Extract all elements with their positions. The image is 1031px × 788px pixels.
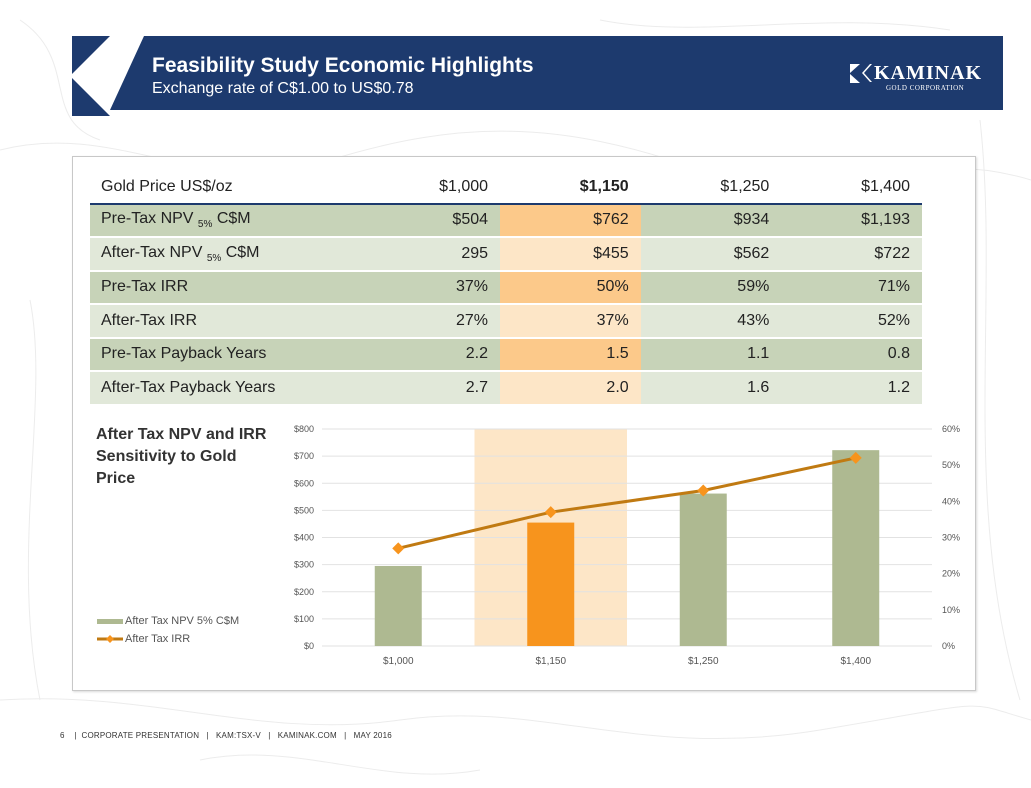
table-cell: 27% (359, 304, 501, 339)
legend-bar-swatch (97, 618, 123, 624)
table-row: Pre-Tax IRR 37% 50% 59% 71% (90, 270, 922, 305)
table-cell: 1.2 (887, 378, 910, 396)
y-left-tick-label: $400 (294, 533, 314, 543)
column-header: $1,400 (781, 171, 922, 205)
table-cell: 52% (781, 304, 922, 339)
y-right-tick-label: 10% (942, 605, 960, 615)
kaminak-chevron-icon (72, 36, 110, 116)
table-cell: $722 (781, 237, 922, 272)
row-label: Pre-Tax IRR (90, 270, 360, 305)
table-cell-highlight: 50% (500, 270, 641, 305)
y-right-tick-label: 20% (942, 569, 960, 579)
column-header-highlight: $1,150 (500, 171, 641, 205)
npv-bar (832, 450, 880, 646)
table-cell-highlight: $762 (500, 203, 641, 238)
y-right-tick-label: 60% (942, 424, 960, 434)
row-label: Pre-Tax NPV 5% C$M (90, 203, 360, 238)
table-cell: 2.7 (465, 378, 489, 396)
table-cell: $562 (640, 237, 782, 272)
legend-item-irr: After Tax IRR (97, 630, 239, 648)
column-header: $1,250 (640, 171, 782, 205)
table-cell: 2.2 (359, 337, 501, 372)
irr-line (397, 456, 857, 550)
y-left-tick-label: $500 (294, 505, 314, 515)
footer: 6 | CORPORATE PRESENTATION | KAM:TSX-V |… (60, 731, 392, 740)
brand-name: KAMINAK (874, 62, 983, 84)
header-notch (110, 36, 144, 110)
table-cell: $1,193 (781, 203, 922, 238)
table-cell: 43% (640, 304, 782, 339)
table-cell: 59% (640, 270, 782, 305)
row-label: After-Tax Payback Years (101, 378, 276, 396)
page-title: Feasibility Study Economic Highlights (152, 54, 534, 77)
npv-bar (374, 565, 422, 646)
legend-label: After Tax IRR (125, 633, 191, 645)
y-right-tick-label: 40% (942, 496, 960, 506)
y-right-tick-label: 0% (942, 641, 955, 651)
y-right-tick-label: 30% (942, 533, 960, 543)
legend-item-npv: After Tax NPV 5% C$M (97, 612, 239, 630)
page-subtitle: Exchange rate of C$1.00 to US$0.78 (152, 80, 414, 97)
table-cell-highlight: 2.0 (500, 371, 641, 404)
irr-marker (392, 542, 405, 555)
y-left-tick-label: $800 (294, 424, 314, 434)
table-cell: 71% (781, 270, 922, 305)
x-tick-label: $1,250 (688, 656, 719, 667)
table-cell: $934 (640, 203, 782, 238)
chart-title: After Tax NPV and IRR Sensitivity to Gol… (96, 426, 267, 487)
table-row: After-Tax NPV 5% C$M 295 $455 $562 $722 (90, 237, 922, 272)
y-left-tick-label: $200 (294, 587, 314, 597)
kaminak-logo-icon (850, 64, 872, 83)
x-tick-label: $1,150 (535, 656, 566, 667)
table-cell-highlight: 1.5 (500, 337, 641, 372)
y-left-tick-label: $600 (294, 478, 314, 488)
brand-subtitle: GOLD CORPORATION (886, 84, 965, 92)
x-tick-label: $1,400 (840, 656, 871, 667)
legend-label: After Tax NPV 5% C$M (125, 615, 240, 627)
column-header: $1,000 (359, 171, 501, 205)
header-band (110, 36, 1003, 110)
x-tick-label: $1,000 (383, 656, 414, 667)
irr-marker (849, 451, 862, 464)
table-header-label: Gold Price US$/oz (90, 171, 360, 205)
y-left-tick-label: $100 (294, 614, 314, 624)
y-left-tick-label: $0 (304, 641, 314, 651)
table-cell-highlight: $455 (500, 237, 641, 272)
table-cell: 1.1 (640, 337, 782, 372)
chart-legend: After Tax NPV 5% C$M After Tax IRR (97, 612, 239, 648)
row-label: After-Tax IRR (90, 304, 360, 339)
table-row: Pre-Tax Payback Years 2.2 1.5 1.1 0.8 (90, 337, 922, 372)
table-row: Pre-Tax NPV 5% C$M $504 $762 $934 $1,193 (90, 203, 922, 238)
table-cell: 295 (359, 237, 501, 272)
table-cell: 0.8 (781, 337, 922, 372)
irr-marker (697, 484, 710, 497)
table-cell: $504 (359, 203, 501, 238)
economics-table: Gold Price US$/oz $1,000 $1,150 $1,250 $… (90, 171, 922, 404)
irr-marker (544, 506, 557, 519)
row-label: Pre-Tax Payback Years (90, 337, 360, 372)
table-row: After-Tax IRR 27% 37% 43% 52% (90, 304, 922, 339)
y-right-tick-label: 50% (942, 460, 960, 470)
table-cell-highlight: 37% (500, 304, 641, 339)
table-cell: 37% (359, 270, 501, 305)
npv-bar (679, 493, 727, 646)
npv-irr-chart: $0 $100 $200 $300 $400 $500 $600 $700 $800 0% 10% 2… (294, 424, 960, 667)
table-cell: 1.6 (747, 378, 770, 396)
y-left-tick-label: $700 (294, 451, 314, 461)
npv-bar (527, 522, 575, 646)
legend-line-swatch (97, 635, 123, 643)
row-label: After-Tax NPV 5% C$M (90, 237, 360, 272)
table-header-row: Gold Price US$/oz $1,000 $1,150 $1,250 $… (90, 171, 922, 205)
y-left-tick-label: $300 (294, 560, 314, 570)
table-row: After-Tax Payback Years 2.7 2.0 1.6 1.2 (90, 371, 922, 404)
